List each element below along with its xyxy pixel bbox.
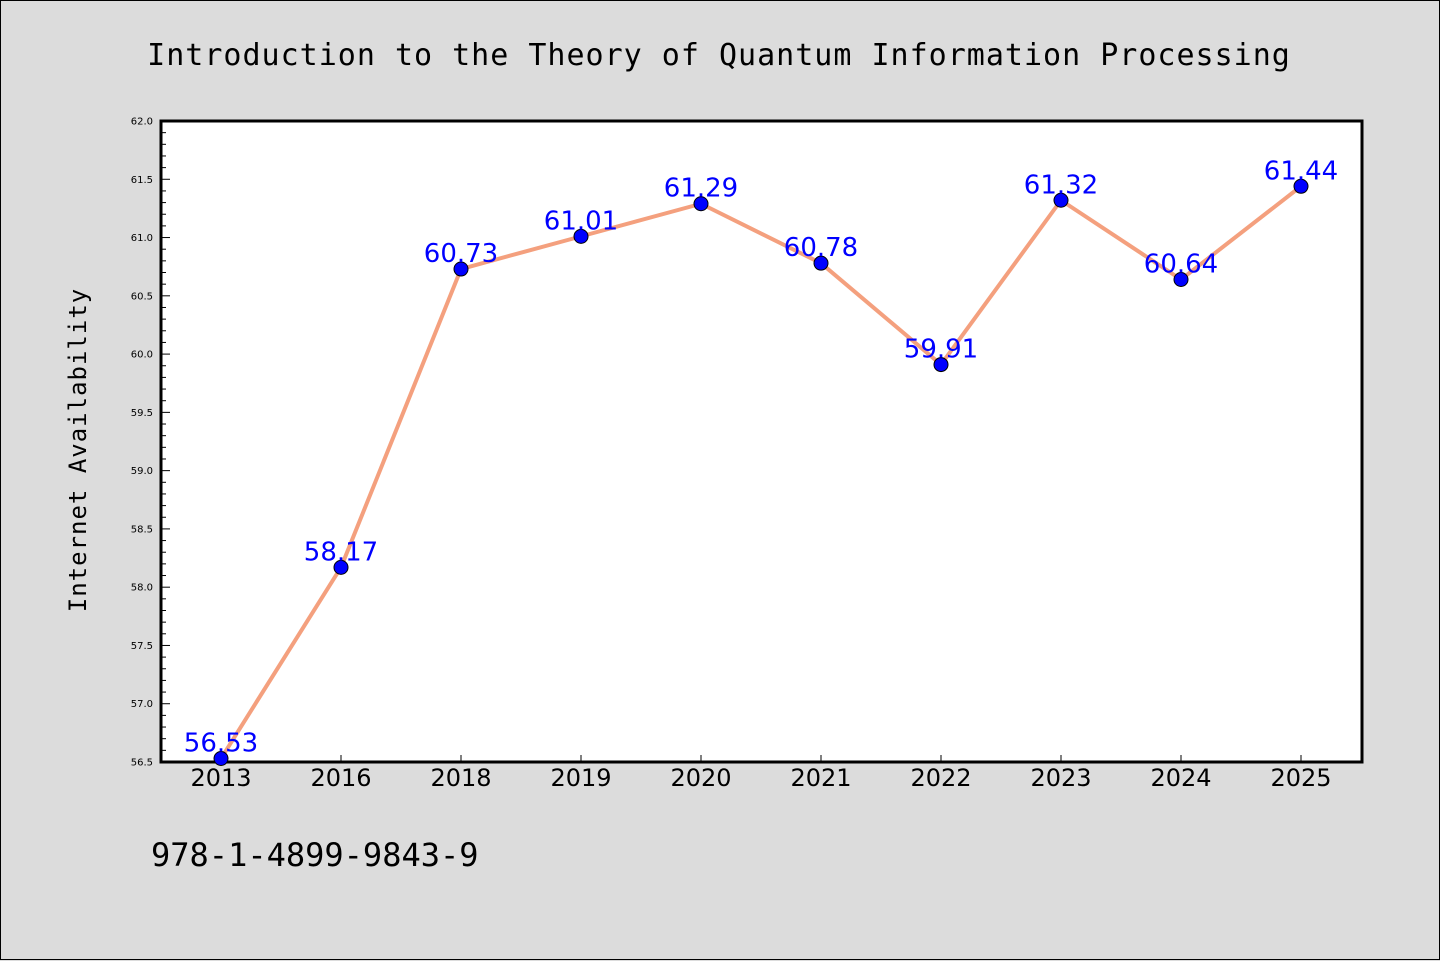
y-tick-label: 56.5: [131, 758, 153, 769]
x-tick-label: 2016: [310, 764, 371, 792]
y-tick-label: 60.5: [131, 291, 153, 302]
data-point-marker: [573, 228, 589, 244]
y-tick-label: 62.0: [131, 117, 153, 128]
data-point-marker: [1293, 178, 1309, 194]
chart-title: Introduction to the Theory of Quantum In…: [147, 38, 1291, 73]
isbn-text: 978-1-4899-9843-9: [151, 836, 479, 874]
data-label: 61.29: [664, 174, 738, 204]
data-point-marker: [813, 255, 829, 271]
x-tick-label: 2021: [790, 764, 851, 792]
marker-group: [213, 178, 1309, 767]
data-label-group: 56.53 58.17 60.73 61.01 61.29 60.78 59.91 61.32…: [184, 156, 1338, 758]
y-tick-label: 59.0: [131, 466, 153, 477]
series-line: [219, 184, 1303, 761]
y-tick-label: 57.5: [131, 641, 153, 652]
data-point-marker: [1173, 272, 1189, 288]
data-point-marker: [453, 261, 469, 277]
x-tick-label: 2022: [910, 764, 971, 792]
series-line-group: [219, 184, 1303, 761]
x-tick-label: 2018: [430, 764, 491, 792]
x-tick-label: 2020: [670, 764, 731, 792]
x-tick-label: 2023: [1030, 764, 1091, 792]
x-tick-label: 2024: [1150, 764, 1211, 792]
data-label: 59.91: [904, 335, 978, 365]
y-tick-label: 58.0: [131, 583, 153, 594]
data-label: 60.78: [784, 233, 858, 263]
data-label: 60.64: [1144, 250, 1218, 280]
data-point-marker: [1053, 192, 1069, 208]
x-tick-label: 2019: [550, 764, 611, 792]
y-axis: 56.5 57.0 57.5 58.0 58.5 59.0 59.5 60.0 60.5 61.0…: [131, 117, 170, 769]
y-tick-label: 61.5: [131, 175, 153, 186]
y-tick-label: 60.0: [131, 350, 153, 361]
data-label: 61.32: [1024, 170, 1098, 200]
data-label: 61.44: [1264, 156, 1338, 186]
data-label: 56.53: [184, 729, 258, 759]
x-axis: 2013 2016 2018 2019 2020 2021 2022 2023 2024 2025: [190, 755, 1332, 792]
y-tick-label: 61.0: [131, 233, 153, 244]
data-label: 58.17: [304, 537, 378, 567]
data-label: 61.01: [544, 206, 618, 236]
x-tick-label: 2025: [1270, 764, 1331, 792]
data-label: 60.73: [424, 239, 498, 269]
plot-area: [159, 119, 1364, 764]
data-point-marker: [693, 196, 709, 212]
x-tick-label: 2013: [190, 764, 251, 792]
data-point-marker: [213, 751, 229, 767]
data-point-marker: [333, 559, 349, 575]
data-point-marker: [933, 357, 949, 373]
y-tick-label: 58.5: [131, 524, 153, 535]
y-tick-label: 57.0: [131, 699, 153, 710]
y-tick-label: 59.5: [131, 408, 153, 419]
y-axis-label: Internet Availability: [64, 288, 92, 612]
